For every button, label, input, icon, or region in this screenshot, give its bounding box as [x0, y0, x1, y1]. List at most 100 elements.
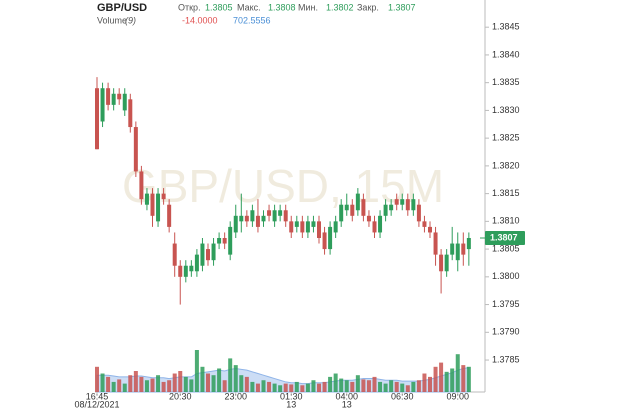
x-tick-label: 01:30: [280, 391, 303, 401]
volume-bar: [350, 381, 355, 392]
candle-body: [344, 204, 349, 211]
x-tick-label: 20:30: [169, 391, 192, 401]
chart-title: GBP/USD: [97, 2, 147, 14]
volume-bar: [150, 378, 155, 392]
volume-bar: [339, 378, 344, 392]
candle-body: [128, 99, 133, 128]
candle-body: [261, 215, 266, 222]
volume-bar: [244, 376, 249, 392]
y-tick-label: 1.3810: [492, 216, 520, 226]
volume-bar: [317, 383, 321, 392]
x-tick-label: 16:45: [86, 391, 109, 401]
watermark: GBP/USD, 15M: [122, 160, 444, 212]
candle-body: [200, 243, 205, 266]
candle-body: [194, 254, 199, 272]
candle-body: [244, 215, 249, 222]
y-tick-label: 1.3830: [492, 105, 520, 115]
ohlc-label: Закр.: [357, 2, 379, 12]
volume-bar: [278, 385, 283, 392]
volume-bar: [255, 383, 260, 392]
candle-body: [411, 199, 416, 211]
volume-bar: [461, 365, 466, 392]
x-tick-label: 23:00: [224, 391, 247, 401]
volume-bar: [228, 358, 233, 392]
candle-body: [389, 204, 394, 211]
x-date-label: 08/12/2021: [74, 399, 119, 409]
ohlc-value: 1.3802: [326, 2, 354, 12]
x-tick-label: 06:30: [391, 391, 414, 401]
candle-body: [283, 210, 288, 222]
volume-bar: [444, 371, 449, 392]
volume-label: Volume: [97, 15, 127, 25]
candle-body: [455, 243, 460, 261]
candle-body: [144, 193, 149, 205]
volume-bar: [394, 381, 399, 392]
candle-body: [439, 254, 444, 272]
x-tick-label: 04:00: [335, 391, 358, 401]
candle-body: [267, 210, 272, 216]
volume-reading: 702.5556: [233, 15, 271, 25]
candle-body: [400, 199, 405, 205]
candle-body: [394, 199, 399, 205]
y-tick-label: 1.3790: [492, 327, 520, 337]
volume-bar: [433, 366, 438, 392]
y-tick-label: 1.3820: [492, 160, 520, 170]
candle-body: [289, 221, 294, 233]
candle-body: [339, 204, 344, 222]
volume-bar: [194, 350, 199, 392]
volume-bar: [311, 380, 316, 392]
candle-body: [361, 199, 366, 216]
candle-body: [461, 243, 466, 255]
candle-body: [183, 265, 188, 277]
candle-body: [117, 93, 122, 100]
y-tick-label: 1.3795: [492, 299, 520, 309]
x-tick-label: 09:00: [446, 391, 469, 401]
candle-body: [372, 221, 377, 233]
volume-bar: [144, 380, 149, 392]
volume-bar: [122, 383, 127, 392]
volume-bar: [400, 383, 405, 392]
candle-body: [355, 193, 360, 211]
candle-body: [322, 232, 327, 250]
volume-bar: [455, 354, 460, 392]
candle-body: [161, 193, 166, 200]
volume-bar: [217, 368, 222, 392]
volume-bar: [178, 371, 183, 392]
y-tick-label: 1.3805: [492, 243, 520, 253]
volume-bar: [344, 380, 349, 392]
volume-bar: [161, 381, 166, 392]
candle-body: [111, 93, 116, 105]
candle-body: [139, 171, 144, 200]
candle-body: [272, 210, 277, 222]
candle-body: [328, 226, 333, 250]
volume-bar: [183, 376, 188, 392]
y-tick-label: 1.3825: [492, 133, 520, 143]
volume-bar: [239, 375, 244, 392]
candle-body: [233, 215, 238, 233]
volume-bar: [355, 375, 360, 392]
volume-bar: [211, 375, 216, 392]
candle-body: [350, 204, 355, 216]
ohlc-label: Макс.: [237, 2, 261, 12]
candle-body: [189, 265, 194, 272]
volume-bar: [300, 385, 305, 392]
candle-body: [366, 215, 371, 222]
candle-body: [416, 204, 421, 222]
volume-bar: [416, 380, 421, 392]
candle-body: [433, 232, 438, 255]
volume-bar: [289, 384, 294, 392]
candle-body: [466, 237, 471, 250]
candle-body: [133, 127, 138, 172]
candle-body: [250, 210, 255, 222]
candle-body: [217, 237, 222, 244]
volume-bar: [261, 380, 266, 392]
volume-bar: [405, 385, 410, 392]
ohlc-value: 1.3805: [205, 2, 233, 12]
volume-bar: [206, 373, 210, 392]
volume-bar: [100, 373, 105, 392]
volume-bar: [222, 380, 227, 392]
candle-body: [178, 265, 183, 277]
volume-bar: [383, 383, 388, 392]
candle-body: [378, 215, 383, 233]
ohlc-label: Откр.: [178, 2, 201, 12]
